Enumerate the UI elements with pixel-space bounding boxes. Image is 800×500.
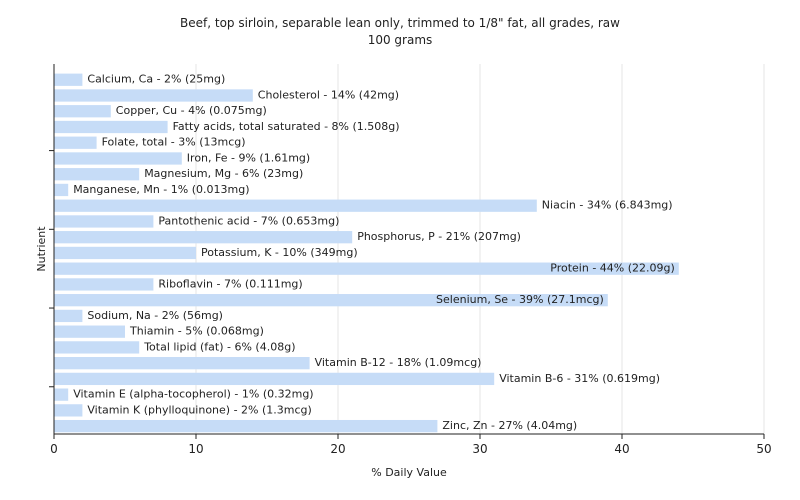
bar-label: Sodium, Na - 2% (56mg) — [87, 309, 223, 322]
x-axis-label: % Daily Value — [371, 466, 447, 479]
bar-label: Cholesterol - 14% (42mg) — [258, 88, 399, 101]
bar — [54, 278, 154, 291]
bar — [54, 404, 83, 417]
bar-label: Protein - 44% (22.09g) — [550, 262, 675, 275]
x-tick-label: 40 — [614, 442, 629, 456]
bar — [54, 136, 97, 149]
bar-label: Niacin - 34% (6.843mg) — [542, 199, 673, 212]
bar — [54, 372, 495, 386]
x-tick-label: 30 — [472, 442, 487, 456]
bar — [54, 309, 83, 323]
bar — [54, 89, 253, 102]
bar-label: Vitamin B-12 - 18% (1.09mcg) — [315, 356, 482, 369]
bar-label: Calcium, Ca - 2% (25mg) — [87, 73, 225, 86]
bar-label: Zinc, Zn - 27% (4.04mg) — [442, 419, 577, 432]
bar-label: Selenium, Se - 39% (27.1mcg) — [436, 293, 604, 306]
bar — [54, 199, 537, 212]
bar — [54, 357, 310, 370]
bar-label: Vitamin B-6 - 31% (0.619mg) — [499, 372, 660, 385]
x-tick-label: 10 — [188, 442, 203, 456]
y-axis-label: Nutrient — [35, 226, 48, 272]
chart-subtitle: 100 grams — [367, 33, 433, 47]
bar-label: Folate, total - 3% (13mcg) — [102, 136, 246, 149]
x-tick-label: 50 — [756, 442, 771, 456]
chart-title: Beef, top sirloin, separable lean only, … — [180, 16, 620, 30]
bar-label: Copper, Cu - 4% (0.075mg) — [116, 104, 267, 117]
bar — [54, 231, 353, 244]
bar — [54, 152, 182, 165]
bar-label: Potassium, K - 10% (349mg) — [201, 246, 358, 259]
bar-label: Total lipid (fat) - 6% (4.08g) — [143, 340, 295, 353]
bar-label: Iron, Fe - 9% (1.61mg) — [187, 151, 310, 164]
bar — [54, 325, 125, 338]
bar — [54, 262, 679, 275]
bar — [54, 388, 69, 401]
bar-label: Fatty acids, total saturated - 8% (1.508… — [173, 120, 400, 133]
bar-label: Phosphorus, P - 21% (207mg) — [357, 230, 521, 243]
bar — [54, 168, 140, 181]
bar-label: Vitamin K (phylloquinone) - 2% (1.3mcg) — [87, 403, 311, 416]
x-tick-label: 20 — [330, 442, 345, 456]
bar-label: Riboflavin - 7% (0.111mg) — [158, 277, 302, 290]
bar-label: Manganese, Mn - 1% (0.013mg) — [73, 183, 249, 196]
bar — [54, 73, 83, 86]
bar — [54, 215, 154, 228]
bar — [54, 105, 111, 118]
bar — [54, 294, 608, 307]
bar — [54, 419, 438, 433]
bar-label: Thiamin - 5% (0.068mg) — [129, 325, 264, 338]
bar-label: Vitamin E (alpha-tocopherol) - 1% (0.32m… — [73, 388, 313, 401]
bar — [54, 341, 140, 354]
bar — [54, 120, 168, 134]
bar-label: Magnesium, Mg - 6% (23mg) — [144, 167, 303, 180]
bar — [54, 246, 196, 260]
x-tick-label: 0 — [50, 442, 58, 456]
bar — [54, 183, 69, 197]
bar-label: Pantothenic acid - 7% (0.653mg) — [158, 214, 339, 227]
